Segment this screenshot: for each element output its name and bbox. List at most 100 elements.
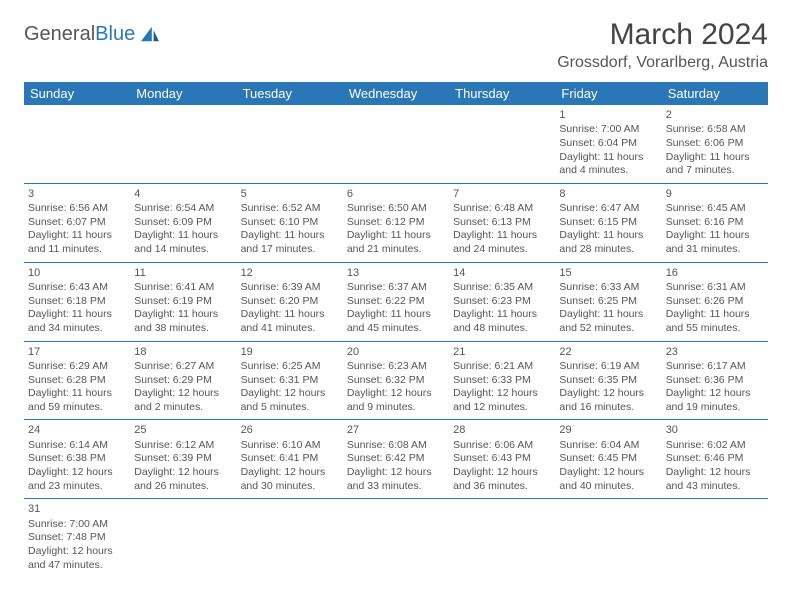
sunset-text: Sunset: 6:06 PM — [666, 137, 764, 151]
sunset-text: Sunset: 6:45 PM — [559, 452, 657, 466]
daylight-text: Daylight: 12 hours and 12 minutes. — [453, 387, 551, 414]
sunrise-text: Sunrise: 6:02 AM — [666, 439, 764, 453]
daylight-text: Daylight: 12 hours and 26 minutes. — [134, 466, 232, 493]
calendar-cell: 3Sunrise: 6:56 AMSunset: 6:07 PMDaylight… — [24, 183, 130, 262]
day-header: Tuesday — [237, 82, 343, 105]
sunrise-text: Sunrise: 6:17 AM — [666, 360, 764, 374]
calendar-cell: 27Sunrise: 6:08 AMSunset: 6:42 PMDayligh… — [343, 420, 449, 499]
calendar-cell: 20Sunrise: 6:23 AMSunset: 6:32 PMDayligh… — [343, 341, 449, 420]
day-number: 29 — [559, 423, 657, 437]
calendar-cell: 21Sunrise: 6:21 AMSunset: 6:33 PMDayligh… — [449, 341, 555, 420]
day-header: Monday — [130, 82, 236, 105]
calendar-cell: 12Sunrise: 6:39 AMSunset: 6:20 PMDayligh… — [237, 262, 343, 341]
sunrise-text: Sunrise: 6:14 AM — [28, 439, 126, 453]
calendar-cell: 11Sunrise: 6:41 AMSunset: 6:19 PMDayligh… — [130, 262, 236, 341]
sunrise-text: Sunrise: 6:29 AM — [28, 360, 126, 374]
day-number: 24 — [28, 423, 126, 437]
day-number: 2 — [666, 108, 764, 122]
day-header: Sunday — [24, 82, 130, 105]
sunset-text: Sunset: 6:28 PM — [28, 374, 126, 388]
daylight-text: Daylight: 12 hours and 33 minutes. — [347, 466, 445, 493]
daylight-text: Daylight: 11 hours and 17 minutes. — [241, 229, 339, 256]
daylight-text: Daylight: 11 hours and 38 minutes. — [134, 308, 232, 335]
calendar-cell: 1Sunrise: 7:00 AMSunset: 6:04 PMDaylight… — [555, 105, 661, 183]
sunrise-text: Sunrise: 6:58 AM — [666, 123, 764, 137]
calendar-week: 17Sunrise: 6:29 AMSunset: 6:28 PMDayligh… — [24, 341, 768, 420]
sunrise-text: Sunrise: 6:35 AM — [453, 281, 551, 295]
sunrise-text: Sunrise: 6:50 AM — [347, 202, 445, 216]
sunrise-text: Sunrise: 6:23 AM — [347, 360, 445, 374]
day-number: 20 — [347, 345, 445, 359]
calendar-cell — [130, 499, 236, 577]
calendar-cell: 8Sunrise: 6:47 AMSunset: 6:15 PMDaylight… — [555, 183, 661, 262]
day-number: 6 — [347, 187, 445, 201]
day-number: 16 — [666, 266, 764, 280]
daylight-text: Daylight: 12 hours and 23 minutes. — [28, 466, 126, 493]
sunrise-text: Sunrise: 6:33 AM — [559, 281, 657, 295]
sunrise-text: Sunrise: 6:47 AM — [559, 202, 657, 216]
day-header: Saturday — [662, 82, 768, 105]
calendar-cell — [237, 105, 343, 183]
sunset-text: Sunset: 6:22 PM — [347, 295, 445, 309]
sunrise-text: Sunrise: 6:25 AM — [241, 360, 339, 374]
daylight-text: Daylight: 12 hours and 5 minutes. — [241, 387, 339, 414]
calendar-cell: 7Sunrise: 6:48 AMSunset: 6:13 PMDaylight… — [449, 183, 555, 262]
sunset-text: Sunset: 6:36 PM — [666, 374, 764, 388]
sunrise-text: Sunrise: 7:00 AM — [28, 518, 126, 532]
daylight-text: Daylight: 11 hours and 59 minutes. — [28, 387, 126, 414]
sunset-text: Sunset: 6:43 PM — [453, 452, 551, 466]
calendar-cell: 26Sunrise: 6:10 AMSunset: 6:41 PMDayligh… — [237, 420, 343, 499]
day-number: 1 — [559, 108, 657, 122]
day-number: 4 — [134, 187, 232, 201]
daylight-text: Daylight: 11 hours and 45 minutes. — [347, 308, 445, 335]
sunrise-text: Sunrise: 6:27 AM — [134, 360, 232, 374]
calendar-cell — [662, 499, 768, 577]
sunrise-text: Sunrise: 6:12 AM — [134, 439, 232, 453]
day-number: 31 — [28, 502, 126, 516]
calendar-week: 3Sunrise: 6:56 AMSunset: 6:07 PMDaylight… — [24, 183, 768, 262]
sunset-text: Sunset: 6:18 PM — [28, 295, 126, 309]
day-header: Friday — [555, 82, 661, 105]
calendar-cell: 18Sunrise: 6:27 AMSunset: 6:29 PMDayligh… — [130, 341, 236, 420]
daylight-text: Daylight: 11 hours and 41 minutes. — [241, 308, 339, 335]
location: Grossdorf, Vorarlberg, Austria — [557, 54, 768, 72]
header: GeneralBlue March 2024 Grossdorf, Vorarl… — [24, 18, 768, 72]
sunset-text: Sunset: 6:25 PM — [559, 295, 657, 309]
daylight-text: Daylight: 12 hours and 2 minutes. — [134, 387, 232, 414]
sunset-text: Sunset: 6:39 PM — [134, 452, 232, 466]
day-header: Wednesday — [343, 82, 449, 105]
sunrise-text: Sunrise: 6:43 AM — [28, 281, 126, 295]
calendar-cell: 2Sunrise: 6:58 AMSunset: 6:06 PMDaylight… — [662, 105, 768, 183]
sunrise-text: Sunrise: 6:06 AM — [453, 439, 551, 453]
calendar-cell — [449, 105, 555, 183]
calendar-cell: 14Sunrise: 6:35 AMSunset: 6:23 PMDayligh… — [449, 262, 555, 341]
daylight-text: Daylight: 11 hours and 55 minutes. — [666, 308, 764, 335]
day-number: 12 — [241, 266, 339, 280]
calendar-cell: 23Sunrise: 6:17 AMSunset: 6:36 PMDayligh… — [662, 341, 768, 420]
calendar-body: 1Sunrise: 7:00 AMSunset: 6:04 PMDaylight… — [24, 105, 768, 577]
sunrise-text: Sunrise: 6:04 AM — [559, 439, 657, 453]
daylight-text: Daylight: 12 hours and 19 minutes. — [666, 387, 764, 414]
calendar-cell: 22Sunrise: 6:19 AMSunset: 6:35 PMDayligh… — [555, 341, 661, 420]
day-number: 17 — [28, 345, 126, 359]
sunset-text: Sunset: 7:48 PM — [28, 531, 126, 545]
calendar-cell: 6Sunrise: 6:50 AMSunset: 6:12 PMDaylight… — [343, 183, 449, 262]
day-number: 30 — [666, 423, 764, 437]
daylight-text: Daylight: 11 hours and 11 minutes. — [28, 229, 126, 256]
calendar-cell — [449, 499, 555, 577]
daylight-text: Daylight: 11 hours and 48 minutes. — [453, 308, 551, 335]
day-number: 28 — [453, 423, 551, 437]
daylight-text: Daylight: 11 hours and 7 minutes. — [666, 151, 764, 178]
sunrise-text: Sunrise: 6:31 AM — [666, 281, 764, 295]
calendar-cell — [343, 499, 449, 577]
calendar-cell: 24Sunrise: 6:14 AMSunset: 6:38 PMDayligh… — [24, 420, 130, 499]
daylight-text: Daylight: 12 hours and 40 minutes. — [559, 466, 657, 493]
sunset-text: Sunset: 6:13 PM — [453, 216, 551, 230]
calendar-cell: 9Sunrise: 6:45 AMSunset: 6:16 PMDaylight… — [662, 183, 768, 262]
sunrise-text: Sunrise: 6:21 AM — [453, 360, 551, 374]
sunset-text: Sunset: 6:29 PM — [134, 374, 232, 388]
calendar-cell: 10Sunrise: 6:43 AMSunset: 6:18 PMDayligh… — [24, 262, 130, 341]
logo-part2: Blue — [95, 23, 135, 45]
daylight-text: Daylight: 12 hours and 30 minutes. — [241, 466, 339, 493]
sunrise-text: Sunrise: 6:19 AM — [559, 360, 657, 374]
